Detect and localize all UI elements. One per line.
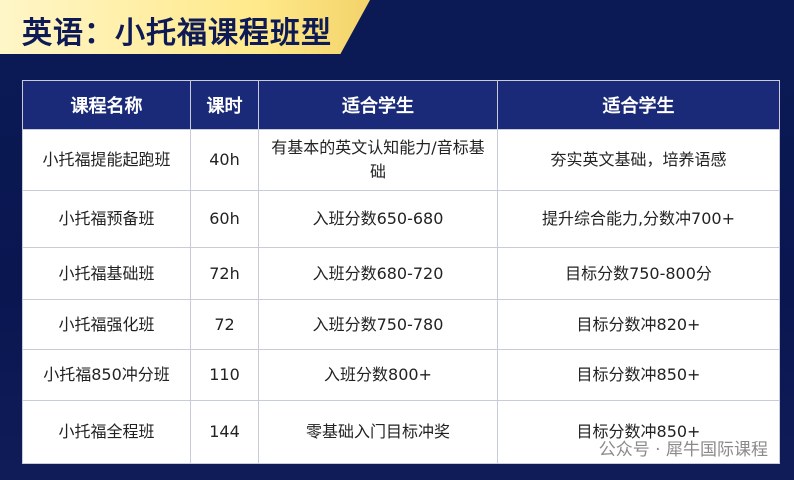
- table-cell: 小托福强化班: [22, 299, 191, 350]
- table-cell: 小托福基础班: [22, 247, 191, 300]
- table-cell: 目标分数冲850+: [497, 349, 780, 401]
- table-cell: 目标分数750-800分: [497, 247, 780, 300]
- course-table: 课程名称 课时 适合学生 适合学生 小托福提能起跑班 40h 有基本的英文认知能力/音标基…: [22, 80, 780, 464]
- table-cell: 60h: [190, 190, 259, 248]
- table-cell: 小托福850冲分班: [22, 349, 191, 401]
- table-body: 小托福提能起跑班 40h 有基本的英文认知能力/音标基础 夯实英文基础，培养语感 小托福…: [22, 129, 780, 464]
- table-cell: 入班分数800+: [258, 349, 498, 401]
- table-cell: 40h: [190, 129, 259, 191]
- table-cell: 提升综合能力,分数冲700+: [497, 190, 780, 248]
- table-cell: 有基本的英文认知能力/音标基础: [258, 129, 498, 191]
- table-cell: 入班分数750-780: [258, 299, 498, 350]
- table-cell: 夯实英文基础，培养语感: [497, 129, 780, 191]
- table-cell: 目标分数冲850+: [497, 400, 780, 464]
- table-cell: 110: [190, 349, 259, 401]
- header-cell: 课时: [190, 80, 259, 130]
- table-cell: 零基础入门目标冲奖: [258, 400, 498, 464]
- header-cell: 适合学生: [258, 80, 498, 130]
- title-tab: 英语：小托福课程班型: [0, 0, 370, 54]
- table-row: 小托福850冲分班 110 入班分数800+ 目标分数冲850+: [22, 349, 780, 401]
- table-cell: 72h: [190, 247, 259, 300]
- table-row: 小托福全程班 144 零基础入门目标冲奖 目标分数冲850+: [22, 400, 780, 464]
- table-row: 小托福预备班 60h 入班分数650-680 提升综合能力,分数冲700+: [22, 190, 780, 248]
- table-row: 小托福基础班 72h 入班分数680-720 目标分数750-800分: [22, 247, 780, 300]
- header-cell: 课程名称: [22, 80, 191, 130]
- table-cell: 入班分数650-680: [258, 190, 498, 248]
- table-row: 小托福提能起跑班 40h 有基本的英文认知能力/音标基础 夯实英文基础，培养语感: [22, 129, 780, 191]
- table-row: 小托福强化班 72 入班分数750-780 目标分数冲820+: [22, 299, 780, 350]
- table-cell: 小托福预备班: [22, 190, 191, 248]
- table-cell: 144: [190, 400, 259, 464]
- table-cell: 72: [190, 299, 259, 350]
- watermark: 公众号 · 犀牛国际课程: [598, 440, 768, 460]
- title: 英语：小托福课程班型: [22, 16, 332, 51]
- header-cell: 适合学生: [497, 80, 780, 130]
- table-cell: 小托福全程班: [22, 400, 191, 464]
- header-row: 课程名称 课时 适合学生 适合学生: [22, 80, 780, 130]
- table-cell: 目标分数冲820+: [497, 299, 780, 350]
- table-cell: 入班分数680-720: [258, 247, 498, 300]
- table-cell: 小托福提能起跑班: [22, 129, 191, 191]
